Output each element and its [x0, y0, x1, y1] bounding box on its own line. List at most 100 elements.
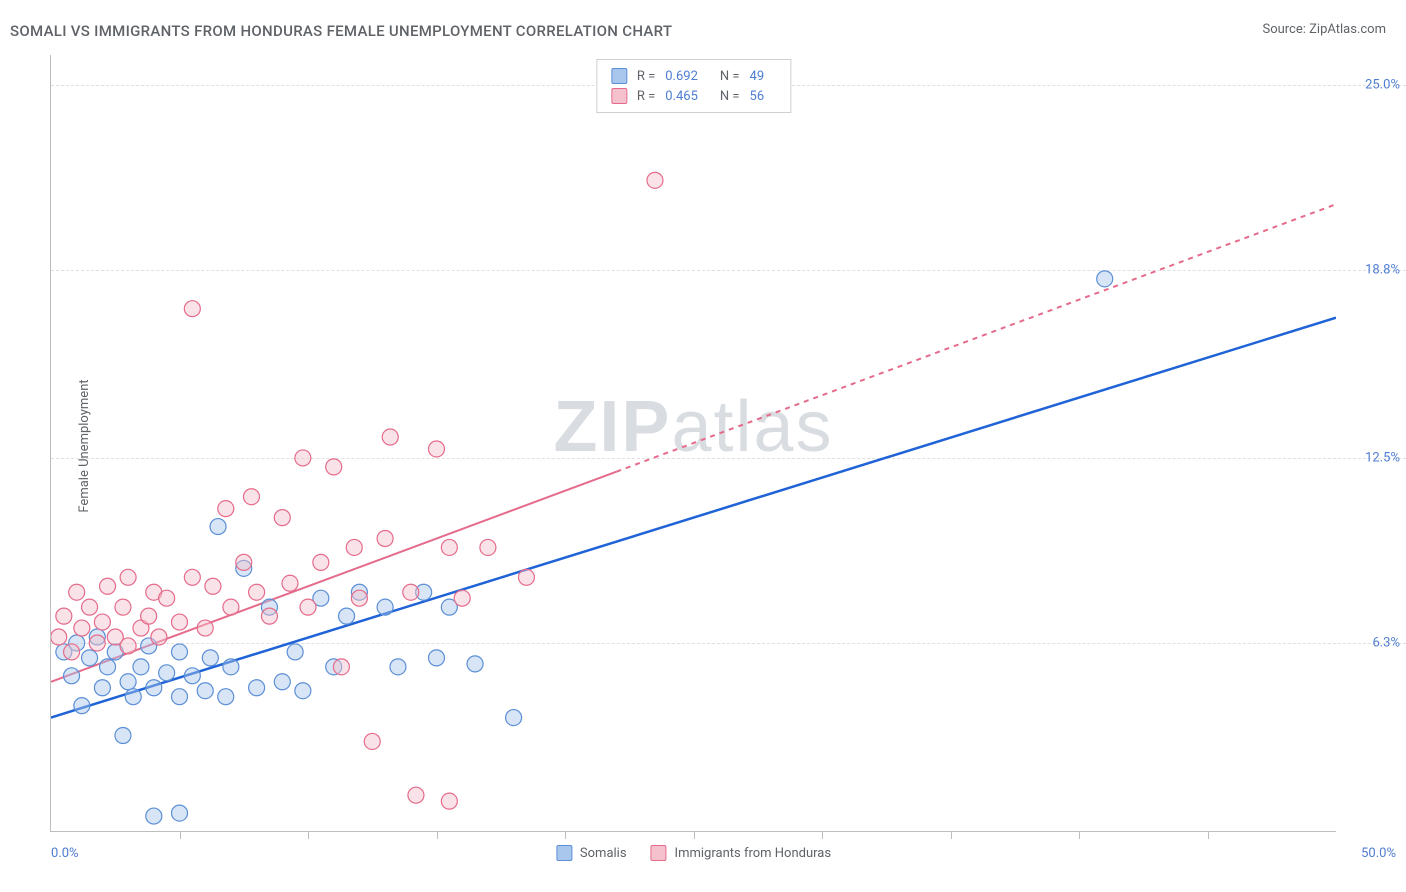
chart-title: SOMALI VS IMMIGRANTS FROM HONDURAS FEMAL… [10, 22, 672, 40]
data-point [94, 680, 110, 696]
correlation-legend: R = 0.692 N = 49 R = 0.465N = 56 [596, 59, 791, 113]
x-tick [180, 831, 181, 839]
data-point [74, 620, 90, 636]
data-point [159, 665, 175, 681]
data-point [382, 429, 398, 445]
data-point [441, 539, 457, 555]
legend-item: Somalis [556, 845, 627, 861]
data-point [151, 629, 167, 645]
data-point [1097, 271, 1113, 287]
data-point [351, 590, 367, 606]
legend-swatch [611, 68, 627, 84]
data-point [236, 554, 252, 570]
data-point [115, 727, 131, 743]
data-point [390, 659, 406, 675]
data-point [210, 519, 226, 535]
data-point [74, 698, 90, 714]
data-point [282, 575, 298, 591]
trend-line [51, 318, 1336, 718]
x-axis-max-label: 50.0% [1361, 846, 1396, 861]
x-tick [437, 831, 438, 839]
data-point [218, 501, 234, 517]
x-tick [822, 831, 823, 839]
plot-area: ZIPatlas R = 0.692N = 49R = 0.465N = 56 … [50, 55, 1336, 832]
data-point [82, 599, 98, 615]
data-point [69, 584, 85, 600]
data-point [197, 683, 213, 699]
x-axis-min-label: 0.0% [51, 846, 79, 861]
data-point [159, 590, 175, 606]
data-point [172, 644, 188, 660]
data-point [197, 620, 213, 636]
y-tick-label: 18.8% [1365, 262, 1400, 277]
data-point [115, 599, 131, 615]
r-label: R = [637, 69, 655, 84]
data-point [120, 569, 136, 585]
x-tick [308, 831, 309, 839]
data-point [429, 650, 445, 666]
n-label: N = [720, 69, 740, 84]
data-point [125, 689, 141, 705]
data-point [146, 680, 162, 696]
data-point [339, 608, 355, 624]
data-point [647, 172, 663, 188]
data-point [454, 590, 470, 606]
legend-swatch [651, 845, 667, 861]
y-tick-label: 6.3% [1372, 635, 1400, 650]
data-point [94, 614, 110, 630]
data-point [141, 608, 157, 624]
y-tick-label: 12.5% [1365, 450, 1400, 465]
data-point [82, 650, 98, 666]
y-tick-label: 25.0% [1365, 77, 1400, 92]
data-point [120, 638, 136, 654]
scatter-svg [51, 55, 1336, 831]
data-point [133, 659, 149, 675]
series-legend: Somalis Immigrants from Honduras [556, 845, 831, 861]
data-point [51, 629, 67, 645]
data-point [506, 710, 522, 726]
data-point [89, 635, 105, 651]
data-point [295, 450, 311, 466]
legend-item: Immigrants from Honduras [651, 845, 832, 861]
r-value: 0.465 [665, 89, 698, 104]
x-tick [1208, 831, 1209, 839]
data-point [403, 584, 419, 600]
legend-swatch [611, 88, 627, 104]
data-point [300, 599, 316, 615]
legend-label: Somalis [580, 846, 627, 861]
data-point [377, 599, 393, 615]
data-point [287, 644, 303, 660]
data-point [274, 674, 290, 690]
data-point [326, 459, 342, 475]
data-point [100, 659, 116, 675]
data-point [249, 680, 265, 696]
data-point [274, 510, 290, 526]
data-point [249, 584, 265, 600]
data-point [184, 668, 200, 684]
data-point [184, 301, 200, 317]
data-point [146, 808, 162, 824]
legend-stat-row: R = 0.465N = 56 [611, 86, 776, 106]
data-point [295, 683, 311, 699]
source-attribution: Source: ZipAtlas.com [1262, 22, 1386, 37]
data-point [441, 793, 457, 809]
data-point [243, 489, 259, 505]
data-point [408, 787, 424, 803]
x-tick [694, 831, 695, 839]
legend-stat-row: R = 0.692 N = 49 [611, 66, 776, 86]
data-point [202, 650, 218, 666]
data-point [223, 599, 239, 615]
r-label: R = [637, 89, 655, 104]
n-value: 56 [750, 89, 765, 104]
n-value: 49 [750, 69, 765, 84]
source-name: ZipAtlas.com [1309, 22, 1386, 37]
data-point [218, 689, 234, 705]
data-point [56, 608, 72, 624]
data-point [364, 733, 380, 749]
data-point [64, 668, 80, 684]
data-point [377, 531, 393, 547]
data-point [172, 614, 188, 630]
x-tick [951, 831, 952, 839]
data-point [172, 689, 188, 705]
r-value: 0.692 [665, 69, 698, 84]
